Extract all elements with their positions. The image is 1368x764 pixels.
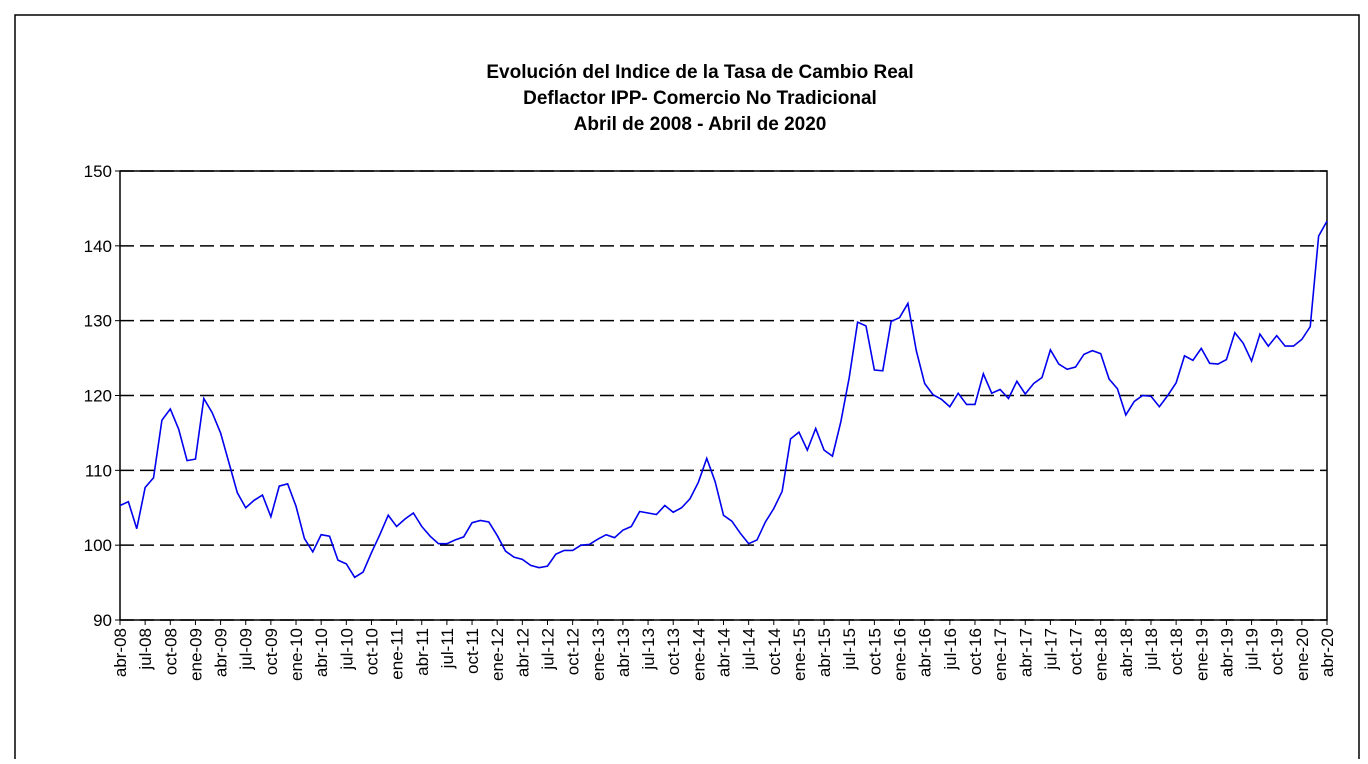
x-tick-label: ene-19 [1192,628,1211,681]
x-tick-label: oct-08 [161,628,180,675]
x-tick-label: abr-14 [715,628,734,677]
x-tick-label: ene-20 [1293,628,1312,681]
x-tick-label: abr-10 [312,628,331,677]
x-tick-label: abr-16 [916,628,935,677]
x-tick-label: oct-15 [865,628,884,675]
x-tick-label: ene-16 [891,628,910,681]
x-tick-label: ene-18 [1092,628,1111,681]
x-tick-label: jul-11 [438,628,457,669]
x-tick-label: oct-14 [765,628,784,675]
x-tick-label: ene-14 [689,628,708,681]
x-tick-label: jul-17 [1041,628,1060,671]
x-tick-label: jul-14 [740,628,759,671]
x-tick-label: jul-15 [840,628,859,671]
x-tick-label: ene-11 [388,628,407,680]
x-tick-label: abr-20 [1318,628,1337,677]
x-tick-label: abr-13 [614,628,633,677]
x-tick-label: ene-12 [488,628,507,681]
x-tick-label: abr-08 [111,628,130,677]
x-tick-label: jul-10 [337,628,356,671]
x-tick-label: abr-12 [513,628,532,677]
x-tick-label: ene-15 [790,628,809,681]
x-tick-label: abr-11 [413,628,432,676]
x-tick-label: abr-15 [815,628,834,677]
x-tick-label: jul-16 [941,628,960,671]
y-tick-label: 130 [84,312,112,331]
chart-title: Abril de 2008 - Abril de 2020 [574,114,827,135]
y-tick-label: 100 [84,536,112,555]
x-tick-label: ene-17 [991,628,1010,681]
x-tick-label: abr-18 [1117,628,1136,677]
y-tick-label: 120 [84,387,112,406]
x-tick-label: jul-08 [136,628,155,671]
x-tick-label: jul-09 [237,628,256,671]
x-tick-label: oct-10 [362,628,381,675]
x-tick-label: oct-12 [564,628,583,675]
x-tick-label: jul-12 [538,628,557,671]
x-tick-label: oct-19 [1268,628,1287,675]
y-tick-label: 150 [84,162,112,181]
x-tick-label: ene-13 [589,628,608,681]
x-tick-label: jul-19 [1243,628,1262,671]
x-tick-label: ene-09 [186,628,205,681]
x-tick-label: oct-11 [463,628,482,674]
x-tick-label: abr-09 [212,628,231,677]
y-tick-label: 110 [85,461,112,480]
x-tick-label: oct-18 [1167,628,1186,675]
x-tick-label: oct-09 [262,628,281,675]
x-tick-label: oct-17 [1067,628,1086,675]
x-tick-label: jul-13 [639,628,658,671]
y-tick-label: 140 [84,237,112,256]
chart-title: Deflactor IPP- Comercio No Tradicional [523,88,877,109]
chart-title: Evolución del Indice de la Tasa de Cambi… [486,62,913,83]
line-series [119,220,1328,579]
x-tick-label: jul-18 [1142,628,1161,671]
y-tick-label: 90 [93,611,112,630]
x-tick-label: oct-16 [966,628,985,675]
x-tick-label: oct-13 [664,628,683,675]
x-tick-label: ene-10 [287,628,306,681]
x-tick-label: abr-17 [1016,628,1035,677]
chart-border [14,14,1360,764]
x-tick-label: abr-19 [1217,628,1236,677]
